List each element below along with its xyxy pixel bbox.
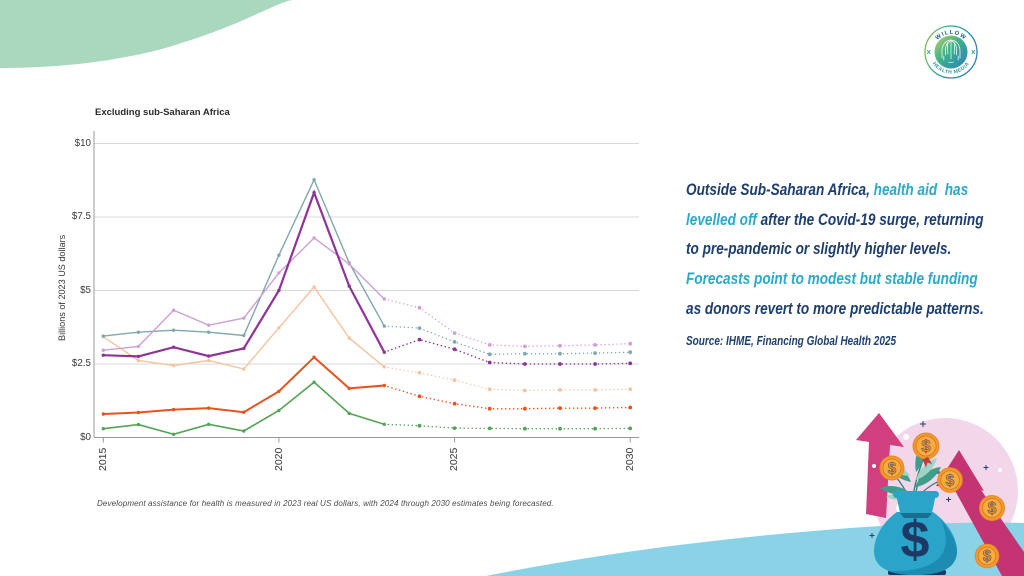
svg-text:$: $ [946, 472, 955, 489]
svg-text:$: $ [983, 548, 992, 565]
svg-text:$: $ [987, 499, 996, 517]
svg-text:$: $ [901, 511, 930, 569]
svg-text:$: $ [921, 437, 931, 456]
svg-text:WILLOW: WILLOW [935, 30, 968, 42]
svg-text:$: $ [888, 460, 897, 477]
